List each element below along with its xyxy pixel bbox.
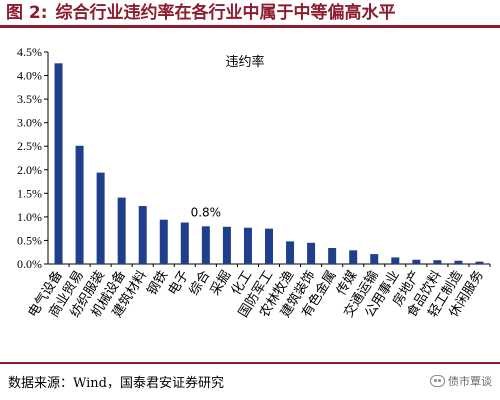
wechat-icon (430, 375, 445, 387)
watermark: 债市覃谈 (430, 373, 492, 389)
y-tick-label: 0.5% (17, 233, 42, 247)
bar (370, 254, 379, 264)
y-tick-label: 4.5% (17, 45, 42, 59)
bar (328, 247, 337, 264)
data-annotation: 0.8% (191, 205, 222, 219)
bar (475, 261, 484, 264)
bar (96, 172, 105, 264)
bar (75, 145, 84, 264)
data-source: 数据来源：Wind，国泰君安证券研究 (8, 376, 224, 391)
y-tick-label: 1.5% (17, 186, 42, 200)
figure-label: 图 2: (6, 3, 48, 23)
y-tick-label: 3.0% (17, 116, 42, 130)
y-tick-label: 1.0% (17, 210, 42, 224)
x-tick-label: 采掘 (208, 268, 235, 298)
watermark-text: 债市覃谈 (448, 375, 492, 388)
x-tick-label: 钢铁 (145, 268, 172, 298)
bar (117, 197, 126, 264)
y-tick-label: 2.5% (17, 139, 42, 153)
x-tick-label: 综合 (187, 268, 214, 298)
bar-chart: 0.0% 0.5% 1.0% 1.5% 2.0% 2.5% 3.0% 3.5% 4.0% 4.5%… (17, 45, 491, 320)
bar (138, 206, 147, 264)
bar (201, 226, 210, 264)
bar (180, 222, 189, 264)
bar (243, 227, 252, 264)
bar (391, 257, 400, 264)
bar (433, 260, 442, 264)
bar (286, 241, 295, 264)
x-tick-label: 电子 (166, 268, 193, 298)
legend-label: 违约率 (225, 54, 264, 70)
bar (349, 250, 358, 264)
footer: 数据来源：Wind，国泰君安证券研究 债市覃谈 (0, 362, 500, 400)
y-tick-label: 3.5% (17, 92, 42, 106)
y-tick-label: 2.0% (17, 163, 42, 177)
bar (412, 259, 421, 264)
bar (222, 226, 231, 264)
bar (54, 63, 63, 264)
y-tick-label: 0.0% (17, 257, 42, 271)
figure-title-text: 综合行业违约率在各行业中属于中等偏高水平 (55, 3, 396, 23)
bar (159, 219, 168, 264)
bar (307, 242, 316, 264)
figure-title: 图 2: 综合行业违约率在各行业中属于中等偏高水平 (0, 0, 500, 28)
y-tick-label: 4.0% (17, 69, 42, 83)
bar (265, 228, 273, 264)
bar (454, 260, 463, 264)
